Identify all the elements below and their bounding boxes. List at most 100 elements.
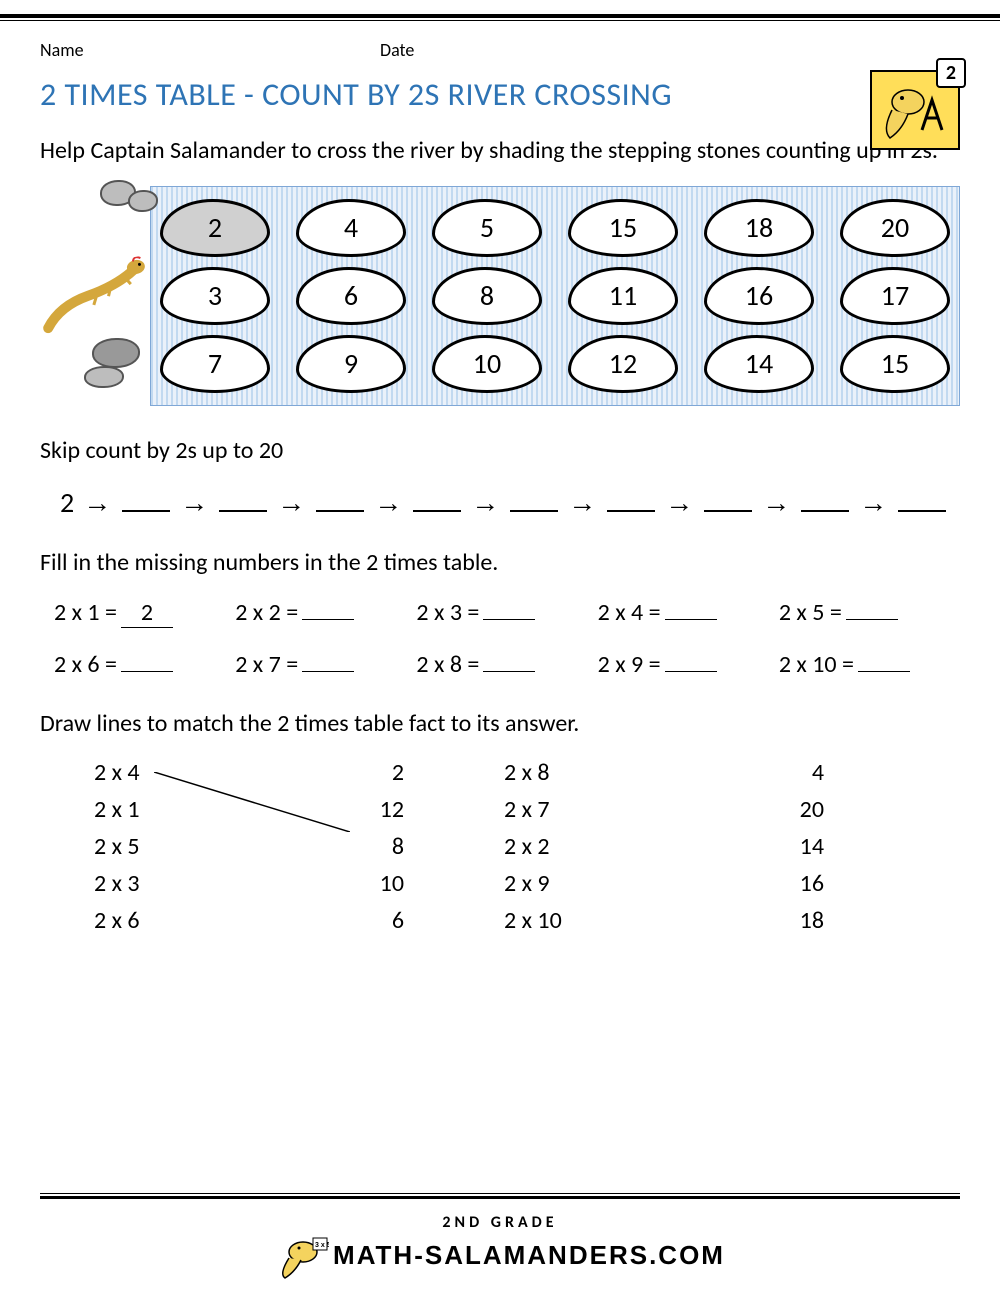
fill-answer[interactable]: 2 [121,598,173,628]
arrow-icon: → [374,487,403,519]
stepping-stone[interactable]: 7 [160,335,270,393]
arrow-icon: → [83,487,112,519]
instruction-fill-in: Fill in the missing numbers in the 2 tim… [40,546,960,580]
match-item[interactable]: 18 [734,906,824,935]
stepping-stone[interactable]: 15 [568,199,678,257]
stepping-stone[interactable]: 9 [296,335,406,393]
match-item[interactable]: 16 [734,869,824,898]
footer-url: ATH-SALAMANDERS.COM [357,1240,725,1270]
instruction-skip-count: Skip count by 2s up to 20 [40,434,960,468]
stepping-stone[interactable]: 14 [704,335,814,393]
stepping-stone[interactable]: 11 [568,267,678,325]
stepping-stone[interactable]: 17 [840,267,950,325]
skip-blank[interactable] [510,488,558,512]
match-answers-left: 2 12 8 10 6 [304,758,504,935]
match-item[interactable]: 2 x 8 [504,758,734,787]
match-item[interactable]: 2 x 1 [94,795,304,824]
skip-blank[interactable] [316,488,364,512]
name-label: Name [40,39,380,61]
stepping-stone[interactable]: 18 [704,199,814,257]
match-item[interactable]: 6 [304,906,404,935]
stepping-stone[interactable]: 8 [432,267,542,325]
fill-answer[interactable] [858,671,910,672]
footer-grade: 2ND GRADE [0,1213,1000,1232]
skip-blank[interactable] [898,488,946,512]
stepping-stone[interactable]: 10 [432,335,542,393]
fill-answer[interactable] [846,619,898,620]
fill-question: 2 x 6 = [54,650,117,679]
arrow-icon: → [277,487,306,519]
fill-question: 2 x 7 = [235,650,298,679]
fill-question: 2 x 2 = [235,598,298,627]
fill-row: 2 x 1 =2 2 x 2 = 2 x 3 = 2 x 4 = 2 x 5 = [54,598,960,628]
fill-answer[interactable] [483,619,535,620]
footer-site: 3x5= MATH-SALAMANDERS.COM [0,1234,1000,1280]
fill-row: 2 x 6 = 2 x 7 = 2 x 8 = 2 x 9 = 2 x 10 = [54,650,960,679]
fill-question: 2 x 10 = [779,650,854,679]
match-item[interactable]: 2 x 4 [94,758,304,787]
match-item[interactable]: 2 x 5 [94,832,304,861]
skip-blank[interactable] [607,488,655,512]
salamander-icon [34,254,163,334]
stepping-stone[interactable]: 15 [840,335,950,393]
match-item[interactable]: 2 x 10 [504,906,734,935]
match-item[interactable]: 20 [734,795,824,824]
arrow-icon: → [859,487,888,519]
worksheet-page: Name Date 2 2 TIMES TABLE - COUNT BY 2S … [0,39,1000,935]
stone-row-3: 7 9 10 12 14 15 [160,334,950,394]
fill-question: 2 x 4 = [598,598,661,627]
skip-start: 2 [60,485,75,520]
stepping-stone[interactable]: 5 [432,199,542,257]
match-item[interactable]: 2 x 2 [504,832,734,861]
stepping-stone[interactable]: 12 [568,335,678,393]
stepping-stone[interactable]: 3 [160,267,270,325]
fill-question: 2 x 1 = [54,598,117,627]
footer: 2ND GRADE 3x5= MATH-SALAMANDERS.COM [0,1193,1000,1280]
stepping-stone[interactable]: 6 [296,267,406,325]
fill-answer[interactable] [665,671,717,672]
skip-blank[interactable] [122,488,170,512]
grade-badge: 2 [936,58,966,88]
skip-blank[interactable] [704,488,752,512]
match-questions-right: 2 x 8 2 x 7 2 x 2 2 x 9 2 x 10 [504,758,734,935]
arrow-icon: → [180,487,209,519]
skip-blank[interactable] [413,488,461,512]
skip-blank[interactable] [219,488,267,512]
match-item[interactable]: 2 x 7 [504,795,734,824]
match-item[interactable]: 4 [734,758,824,787]
match-questions-left: 2 x 4 2 x 1 2 x 5 2 x 3 2 x 6 [94,758,304,935]
skip-blank[interactable] [801,488,849,512]
arrow-icon: → [762,487,791,519]
arrow-icon: → [568,487,597,519]
grade-logo: 2 [870,70,960,150]
match-item[interactable]: 12 [304,795,404,824]
arrow-icon: → [665,487,694,519]
instruction-matching: Draw lines to match the 2 times table fa… [40,707,960,741]
arrow-icon: → [471,487,500,519]
fill-answer[interactable] [121,671,173,672]
fill-question: 2 x 3 = [416,598,479,627]
stepping-stone[interactable]: 20 [840,199,950,257]
worksheet-title: 2 TIMES TABLE - COUNT BY 2S RIVER CROSSI… [40,75,960,114]
fill-answer[interactable] [483,671,535,672]
fill-question: 2 x 5 = [779,598,842,627]
footer-salamander-icon: 3x5= [275,1234,329,1280]
match-item[interactable]: 2 x 9 [504,869,734,898]
river-activity: 2 4 5 15 18 20 3 6 8 11 16 17 7 9 10 12 … [40,186,960,406]
match-item[interactable]: 2 [304,758,404,787]
fill-answer[interactable] [665,619,717,620]
fill-question: 2 x 9 = [598,650,661,679]
stepping-stone[interactable]: 16 [704,267,814,325]
match-item[interactable]: 14 [734,832,824,861]
match-item[interactable]: 2 x 3 [94,869,304,898]
fill-answer[interactable] [302,671,354,672]
match-item[interactable]: 2 x 6 [94,906,304,935]
skip-count-row: 2 → → → → → → → → → [60,485,960,520]
match-item[interactable]: 8 [304,832,404,861]
fill-answer[interactable] [302,619,354,620]
footer-m-icon: M [333,1240,357,1270]
match-item[interactable]: 10 [304,869,404,898]
stepping-stone[interactable]: 2 [160,199,270,257]
matching-activity: 2 x 4 2 x 1 2 x 5 2 x 3 2 x 6 2 12 8 10 … [94,758,960,935]
stepping-stone[interactable]: 4 [296,199,406,257]
